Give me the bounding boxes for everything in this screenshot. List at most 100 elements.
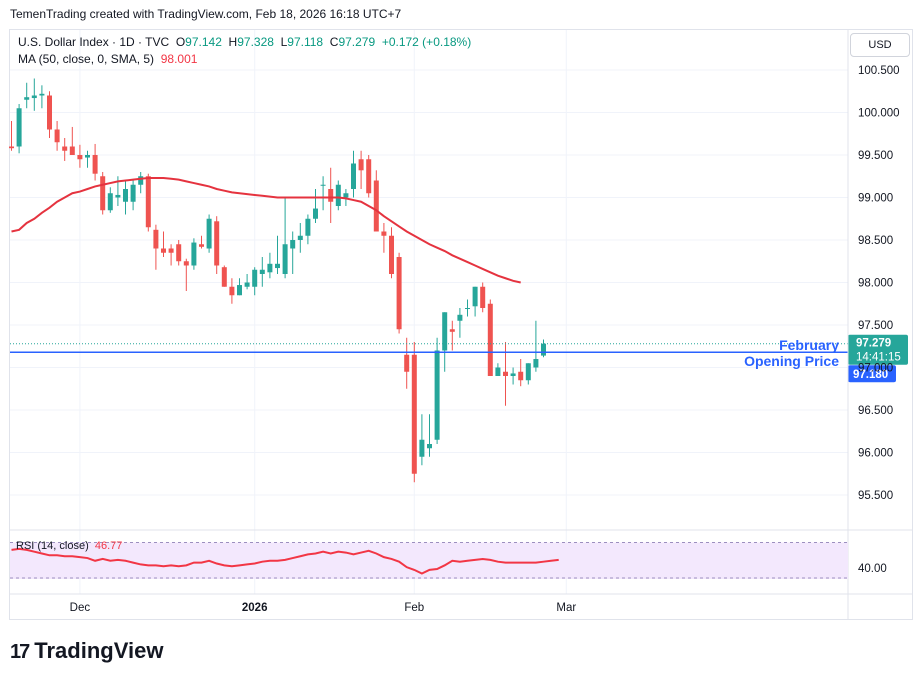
candle (381, 223, 387, 253)
candle-body (335, 184, 341, 206)
candle-body (183, 261, 189, 266)
candle (282, 197, 288, 279)
candle-body (442, 312, 448, 351)
candle (39, 85, 45, 109)
candle (351, 150, 356, 198)
price-tick-label: 99.500 (858, 150, 893, 162)
candle (373, 170, 379, 232)
candle (495, 363, 501, 376)
candle-body (328, 189, 334, 202)
candle (199, 235, 204, 249)
candle (510, 367, 516, 385)
candle (16, 104, 22, 154)
candle-body (282, 244, 288, 274)
candle (183, 258, 189, 291)
candle (229, 278, 235, 304)
time-tick-label: Mar (556, 602, 576, 614)
candle (62, 138, 68, 161)
rsi-value: 46.77 (94, 540, 123, 552)
candle-body (427, 444, 432, 449)
candle-body (229, 286, 235, 296)
level-price-tag (848, 365, 896, 383)
candle (237, 278, 242, 296)
rsi-line (11, 547, 559, 575)
candle-body (366, 159, 372, 194)
candle (92, 143, 98, 181)
chart-frame (9, 29, 913, 620)
candle (328, 167, 334, 223)
candle (130, 180, 136, 211)
candle (457, 308, 463, 338)
candle (100, 172, 106, 215)
price-tick-label: 98.000 (858, 278, 893, 290)
candle-body (16, 108, 22, 147)
candle (404, 337, 410, 389)
price-tick-label: 97.500 (858, 320, 893, 332)
candle (533, 320, 539, 372)
time-tick-label: 2026 (242, 602, 268, 614)
low-label: L (280, 35, 288, 49)
candle-body (541, 343, 546, 356)
candle-body (510, 373, 516, 376)
candle-body (396, 257, 402, 330)
candle-body (39, 93, 45, 96)
rsi-legend[interactable]: RSI (14, close) 46.77 (16, 540, 122, 552)
candle (427, 414, 432, 457)
currency-selector[interactable]: USD (850, 33, 910, 57)
candle-body (313, 208, 318, 219)
candle (320, 176, 326, 211)
candle (145, 173, 151, 232)
tradingview-logo[interactable]: 17 TradingView (10, 638, 163, 664)
candle (297, 223, 303, 253)
candle-body (31, 95, 37, 99)
rsi-label: RSI (14, close) (16, 540, 89, 552)
candle-body (419, 439, 425, 457)
candle-body (343, 193, 349, 198)
candle (335, 180, 341, 211)
candle-body (47, 95, 52, 130)
candle-body (373, 180, 379, 232)
price-tick-label: 100.500 (858, 65, 900, 77)
candle-body (411, 354, 417, 474)
candle (366, 155, 372, 198)
candle-body (320, 184, 326, 186)
candle (442, 312, 448, 372)
candle-body (449, 329, 455, 332)
ohlc-legend: U.S. Dollar Index · 1D · TVC O97.142 H97… (18, 35, 471, 49)
candle (259, 257, 265, 287)
candle-body (161, 248, 166, 253)
price-tick-label: 99.000 (858, 193, 893, 205)
close-value: 97.279 (338, 35, 376, 49)
price-tick-label: 97.000 (858, 363, 893, 375)
candle (313, 189, 318, 223)
price-tick-label: 95.500 (858, 490, 893, 502)
candle-body (92, 155, 98, 174)
price-tick-label: 96.000 (858, 448, 893, 460)
candle-body (487, 303, 493, 376)
candle-body (123, 189, 128, 202)
open-value: 97.142 (185, 35, 222, 49)
candle (47, 91, 52, 138)
candle (153, 224, 159, 270)
candle-body (24, 97, 30, 100)
candle-body (130, 184, 136, 202)
candle-body (214, 221, 220, 266)
high-value: 97.328 (237, 35, 274, 49)
ma-legend[interactable]: MA (50, close, 0, SMA, 5) 98.001 (18, 52, 197, 66)
candle (77, 144, 83, 168)
candle-body (434, 350, 440, 440)
candle-body (404, 354, 410, 372)
symbol-label[interactable]: U.S. Dollar Index · 1D · TVC (18, 35, 170, 49)
candles (9, 78, 546, 483)
candle-body (305, 218, 311, 236)
candle (472, 286, 478, 317)
candle-body (206, 218, 212, 249)
moving-average (11, 176, 521, 284)
bar-countdown: 14:41:15 (856, 352, 901, 364)
candle (123, 180, 128, 215)
annotation-opening-price: Opening Price (744, 353, 839, 369)
candle (480, 282, 486, 313)
candle-body (145, 176, 151, 228)
candle-body (107, 193, 113, 211)
